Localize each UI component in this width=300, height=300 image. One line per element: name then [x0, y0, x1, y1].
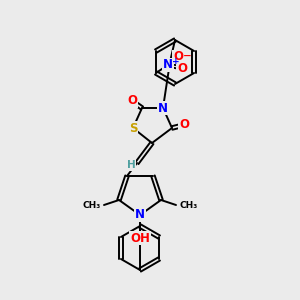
Text: −: − [183, 51, 192, 61]
Text: S: S [129, 122, 137, 134]
Text: N: N [163, 58, 173, 71]
Text: N: N [163, 58, 173, 71]
Text: OH: OH [130, 232, 150, 244]
Text: O: O [177, 61, 187, 74]
Text: O: O [179, 118, 189, 131]
Text: +: + [172, 56, 180, 65]
Text: H: H [127, 160, 135, 170]
Text: O: O [173, 50, 183, 64]
Text: N: N [135, 208, 145, 221]
Text: CH₃: CH₃ [83, 200, 101, 209]
Text: N: N [158, 101, 168, 115]
Text: CH₃: CH₃ [179, 200, 197, 209]
Text: O: O [127, 94, 137, 107]
